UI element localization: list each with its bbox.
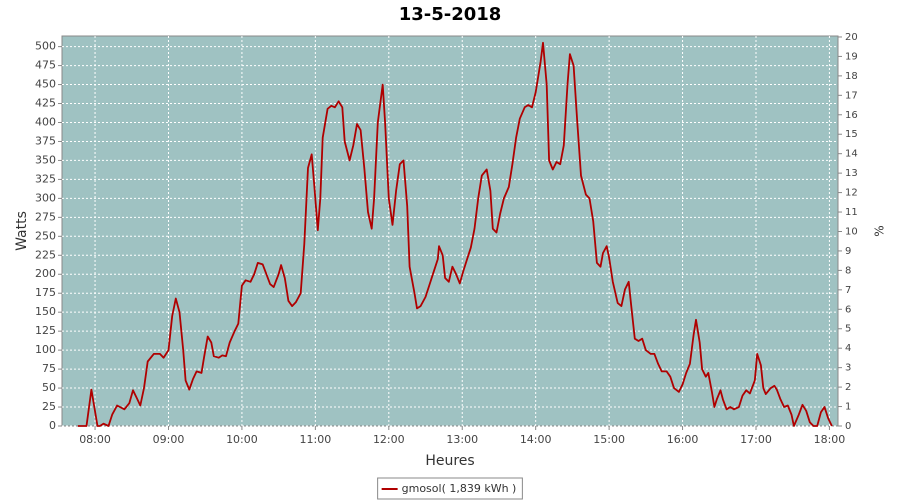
legend: gmosol( 1,839 kWh )	[377, 477, 523, 500]
y2-tick-label: 5	[845, 324, 851, 335]
x-tick-label: 09:00	[153, 433, 185, 446]
y-tick-label: 250	[35, 229, 56, 242]
y2-tick-label: 9	[845, 246, 851, 257]
y2-tick-label: 17	[845, 90, 858, 101]
y-tick-label: 100	[35, 343, 56, 356]
y2-tick-label: 6	[845, 304, 851, 315]
y-tick-label: 25	[42, 400, 56, 413]
x-tick-label: 15:00	[593, 433, 625, 446]
y-tick-label: 425	[35, 97, 56, 110]
chart-title: 13-5-2018	[399, 4, 502, 25]
legend-label: gmosol( 1,839 kWh )	[402, 482, 517, 495]
y2-tick-label: 18	[845, 71, 858, 82]
x-tick-label: 12:00	[373, 433, 405, 446]
x-tick-label: 10:00	[226, 433, 258, 446]
y-tick-label: 500	[35, 40, 56, 53]
y2-tick-label: 0	[845, 421, 851, 432]
y2-tick-label: 10	[845, 226, 858, 237]
series-line	[77, 41, 833, 427]
y2-tick-label: 19	[845, 51, 858, 62]
x-tick-label: 13:00	[446, 433, 478, 446]
y-tick-label: 475	[35, 59, 56, 72]
plot-area	[61, 35, 839, 427]
x-tick-label: 08:00	[79, 433, 111, 446]
y2-tick-label: 20	[845, 32, 858, 43]
y2-tick-label: 13	[845, 168, 858, 179]
x-axis-label: Heures	[425, 453, 474, 469]
y-tick-label: 50	[42, 381, 56, 394]
y-tick-label: 0	[49, 419, 56, 432]
y2-tick-label: 16	[845, 110, 858, 121]
y-tick-label: 400	[35, 115, 56, 128]
y2-tick-label: 14	[845, 149, 858, 160]
y2-tick-label: 4	[845, 343, 851, 354]
x-tick-label: 16:00	[667, 433, 699, 446]
y-tick-label: 125	[35, 324, 56, 337]
y2-tick-label: 3	[845, 363, 851, 374]
y-tick-label: 150	[35, 305, 56, 318]
x-tick-label: 17:00	[740, 433, 772, 446]
y-tick-label: 225	[35, 248, 56, 261]
y-tick-label: 75	[42, 362, 56, 375]
y2-tick-label: 15	[845, 129, 858, 140]
y-tick-label: 450	[35, 78, 56, 91]
y-tick-label: 325	[35, 172, 56, 185]
y2-tick-label: 12	[845, 188, 858, 199]
y2-tick-label: 7	[845, 285, 851, 296]
x-tick-label: 11:00	[300, 433, 332, 446]
x-tick-label: 18:00	[814, 433, 846, 446]
y-tick-label: 300	[35, 191, 56, 204]
y-tick-label: 350	[35, 153, 56, 166]
y2-tick-label: 8	[845, 265, 851, 276]
y-tick-label: 275	[35, 210, 56, 223]
y-tick-label: 200	[35, 267, 56, 280]
y2-tick-label: 11	[845, 207, 858, 218]
y-tick-label: 175	[35, 286, 56, 299]
legend-box	[377, 477, 523, 500]
y2-tick-label: 2	[845, 382, 851, 393]
y-tick-label: 375	[35, 134, 56, 147]
y2-tick-label: 1	[845, 402, 851, 413]
y2-axis-label: %	[873, 225, 887, 236]
x-tick-label: 14:00	[520, 433, 552, 446]
y-axis-label: Watts	[14, 211, 30, 251]
